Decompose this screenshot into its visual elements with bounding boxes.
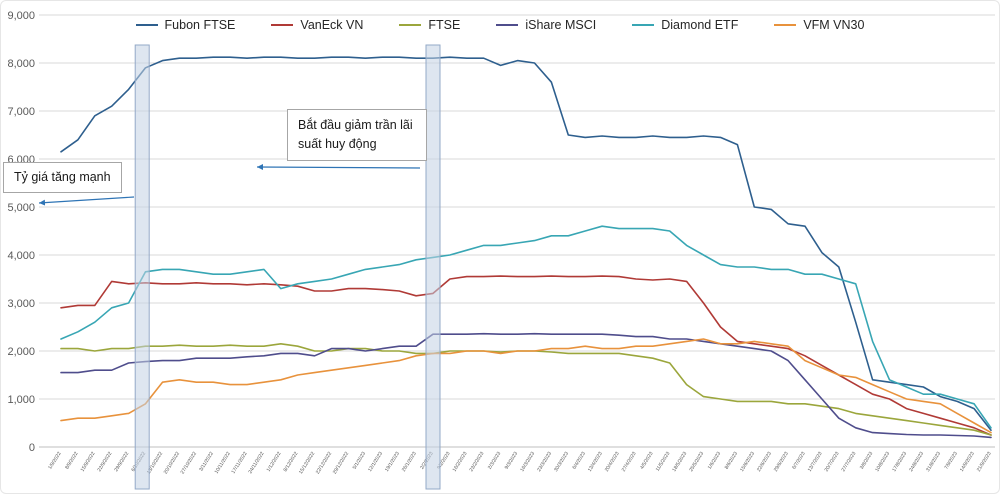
x-axis-tick-label: 27/10/2022 bbox=[180, 451, 198, 476]
x-axis-tick-label: 6/7/2023 bbox=[791, 451, 807, 471]
legend-label: iShare MSCI bbox=[525, 18, 597, 32]
x-axis-tick-label: 31/8/2023 bbox=[925, 451, 942, 473]
legend-label: Fubon FTSE bbox=[164, 18, 236, 32]
x-axis-tick-label: 20/10/2022 bbox=[163, 451, 181, 476]
x-axis-tick-label: 15/12/2022 bbox=[298, 451, 316, 476]
x-axis-tick-label: 8/6/2023 bbox=[724, 451, 740, 471]
x-axis-tick-label: 24/8/2023 bbox=[908, 451, 925, 473]
legend-swatch bbox=[399, 23, 422, 27]
series-line-vaneck-vn bbox=[60, 275, 992, 436]
legend-item-diamond-etf: Diamond ETF bbox=[632, 18, 738, 32]
legend-item-fubon-ftse: Fubon FTSE bbox=[135, 18, 236, 32]
x-axis-tick-label: 23/2/2023 bbox=[469, 451, 486, 473]
x-axis-tick-label: 6/4/2023 bbox=[571, 451, 587, 471]
legend-item-vaneck-vn: VanEck VN bbox=[271, 18, 363, 32]
x-axis-tick-label: 22/9/2022 bbox=[97, 451, 114, 473]
chart-legend: Fubon FTSE VanEck VN FTSE iShare MSCI Diamon… bbox=[1, 18, 999, 32]
x-axis-tick-label: 19/1/2023 bbox=[384, 451, 401, 473]
x-axis-tick-label: 22/6/2023 bbox=[756, 451, 773, 473]
x-axis-tick-label: 29/6/2023 bbox=[773, 451, 790, 473]
x-axis-tick-label: 20/7/2023 bbox=[824, 451, 841, 473]
x-axis-tick-label: 24/11/2022 bbox=[247, 451, 265, 475]
legend-item-vfm-vn30: VFM VN30 bbox=[774, 18, 864, 32]
legend-swatch bbox=[632, 23, 655, 27]
legend-swatch bbox=[271, 23, 294, 27]
x-axis-tick-label: 14/9/2023 bbox=[959, 451, 976, 473]
x-axis-tick-label: 13/7/2023 bbox=[807, 451, 824, 473]
x-axis-tick-label: 13/4/2023 bbox=[587, 451, 604, 473]
annotation-arrow bbox=[38, 196, 135, 206]
y-axis-tick-label: 5,000 bbox=[7, 202, 35, 214]
x-axis-tick-label: 22/12/2022 bbox=[315, 451, 333, 476]
x-axis-tick-label: 8/12/2022 bbox=[283, 451, 300, 473]
highlight-band bbox=[425, 44, 441, 490]
y-axis-tick-label: 4,000 bbox=[7, 250, 35, 262]
x-axis-tick-label: 9/3/2023 bbox=[504, 451, 520, 471]
x-axis-tick-label: 25/5/2023 bbox=[688, 451, 705, 473]
x-axis-tick-label: 16/3/2023 bbox=[519, 451, 536, 473]
legend-label: VFM VN30 bbox=[803, 18, 865, 32]
annotation-arrow bbox=[256, 164, 421, 171]
series-line-vfm-vn30 bbox=[60, 338, 992, 434]
series-line-diamond-etf bbox=[60, 225, 992, 429]
legend-swatch bbox=[774, 23, 797, 27]
y-axis-tick-label: 7,000 bbox=[7, 106, 35, 118]
x-axis-tick-label: 16/2/2023 bbox=[452, 451, 469, 473]
legend-swatch bbox=[496, 23, 519, 27]
series-line-ishare-msci bbox=[60, 332, 992, 439]
highlight-band bbox=[134, 44, 150, 490]
x-axis-tick-label: 10/11/2022 bbox=[214, 451, 232, 475]
x-axis-tick-label: 23/3/2023 bbox=[536, 451, 553, 473]
x-axis-tick-label: 8/9/2022 bbox=[64, 451, 80, 471]
y-axis-tick-label: 3,000 bbox=[7, 298, 35, 310]
x-axis-tick-label: 3/8/2023 bbox=[859, 451, 875, 471]
x-axis-tick-label: 29/9/2022 bbox=[113, 451, 130, 473]
legend-label: FTSE bbox=[428, 18, 461, 32]
y-axis-tick-label: 9,000 bbox=[7, 10, 35, 22]
x-axis-tick-label: 21/9/2023 bbox=[976, 451, 993, 473]
legend-label: Diamond ETF bbox=[661, 18, 739, 32]
x-axis-tick-label: 12/1/2023 bbox=[367, 451, 384, 473]
x-axis-tick-label: 17/8/2023 bbox=[891, 451, 908, 473]
x-axis-tick-label: 17/11/2022 bbox=[231, 451, 249, 475]
legend-swatch bbox=[135, 23, 158, 27]
x-axis-tick-label: 10/8/2023 bbox=[874, 451, 891, 473]
legend-item-ishare-msci: iShare MSCI bbox=[496, 18, 596, 32]
x-axis-tick-label: 18/5/2023 bbox=[671, 451, 688, 473]
x-axis-tick-label: 5/1/2023 bbox=[352, 451, 368, 471]
y-axis-tick-label: 2,000 bbox=[7, 346, 35, 358]
x-axis-tick-label: 7/9/2023 bbox=[943, 451, 959, 471]
x-axis-tick-label: 4/5/2023 bbox=[639, 451, 655, 471]
x-axis-tick-label: 1/9/2022 bbox=[47, 451, 63, 471]
annotation-exchange-rate: Tỷ giá tăng mạnh bbox=[3, 162, 122, 193]
annotation-rate-ceiling: Bắt đầu giảm trần lãi suất huy động bbox=[287, 109, 427, 161]
x-axis-tick-label: 29/12/2022 bbox=[332, 451, 350, 476]
x-axis-tick-label: 1/12/2022 bbox=[266, 451, 283, 473]
x-axis-tick-label: 15/9/2022 bbox=[80, 451, 97, 473]
x-axis-tick-label: 27/7/2023 bbox=[841, 451, 858, 473]
x-axis-tick-label: 20/4/2023 bbox=[604, 451, 621, 473]
x-axis-tick-label: 11/5/2023 bbox=[655, 451, 672, 473]
series-line-fubon-ftse bbox=[60, 56, 992, 432]
legend-label: VanEck VN bbox=[300, 18, 364, 32]
x-axis-tick-label: 1/6/2023 bbox=[707, 451, 723, 471]
x-axis-tick-label: 26/1/2023 bbox=[401, 451, 418, 473]
y-axis-tick-label: 1,000 bbox=[7, 394, 35, 406]
x-axis-tick-label: 3/11/2022 bbox=[198, 451, 215, 473]
y-axis-tick-label: 0 bbox=[29, 442, 35, 454]
x-axis-tick-label: 15/6/2023 bbox=[739, 451, 756, 473]
x-axis-tick-label: 2/3/2023 bbox=[487, 451, 503, 471]
x-axis-tick-label: 27/4/2023 bbox=[621, 451, 638, 473]
x-axis-tick-label: 30/3/2023 bbox=[553, 451, 570, 473]
legend-item-ftse: FTSE bbox=[399, 18, 460, 32]
y-axis-tick-label: 8,000 bbox=[7, 58, 35, 70]
